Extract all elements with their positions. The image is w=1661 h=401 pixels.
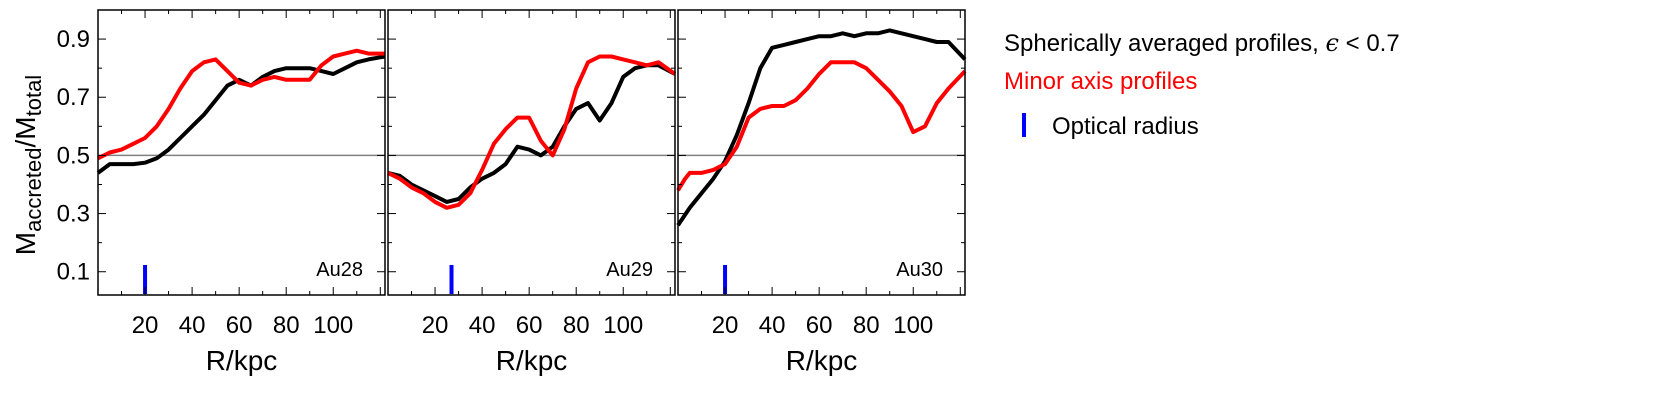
ticks-layer	[388, 10, 675, 295]
plot-frame-au28	[97, 9, 386, 296]
y-label-sub-total: total	[21, 75, 46, 117]
x-tick-label-60: 60	[806, 312, 833, 339]
x-tick-label-100: 100	[313, 312, 353, 339]
x-axis-label-au28: R/kpc	[206, 345, 278, 376]
x-tick-label-100: 100	[893, 312, 933, 339]
x-tick-label-40: 40	[759, 312, 786, 339]
y-tick-label-0.5: 0.5	[57, 142, 90, 169]
spherical-profile-line-au29	[387, 63, 676, 204]
minor-axis-profile-line-au29	[387, 54, 677, 210]
panel-au30: Au30 20 40 60 80 100 R/kpc	[676, 9, 967, 376]
x-tick-label-80: 80	[563, 312, 590, 339]
x-tick-label-20: 20	[712, 312, 739, 339]
x-tick-label-40: 40	[469, 312, 496, 339]
spherical-profile-line-au28	[96, 54, 386, 175]
x-tick-label-60: 60	[516, 312, 543, 339]
x-axis-label-au30: R/kpc	[786, 345, 858, 376]
panel-au29: Au29 20 40 60 80 100 R/kpc	[387, 9, 677, 376]
y-label-separator: /M	[10, 116, 41, 147]
y-tick-label-0.7: 0.7	[57, 84, 90, 111]
y-axis-label: Maccreted/Mtotal	[10, 75, 46, 255]
legend-spherical-prefix: Spherically averaged profiles,	[1004, 30, 1326, 57]
y-label-main: M	[10, 232, 41, 255]
x-tick-label-60: 60	[226, 312, 253, 339]
y-tick-label-0.1: 0.1	[57, 259, 90, 286]
series-layer	[96, 48, 386, 175]
x-tick-label-100: 100	[603, 312, 643, 339]
plot-frame-au30	[677, 9, 966, 296]
legend-entry-minor-axis: Minor axis profiles	[1004, 68, 1197, 95]
y-tick-labels: 0.1 0.3 0.5 0.7 0.9	[57, 26, 90, 286]
x-tick-label-20: 20	[132, 312, 159, 339]
legend-entry-optical-radius: Optical radius	[1052, 113, 1199, 140]
legend-spherical-suffix: < 0.7	[1339, 30, 1400, 57]
minor-axis-profile-line-au28	[97, 48, 385, 161]
panel-label-au30: Au30	[896, 259, 943, 281]
series-layer	[676, 28, 967, 227]
panel-au28: Au28 20 40 60 80 100 R/kpc	[96, 9, 386, 376]
x-tick-label-40: 40	[179, 312, 206, 339]
x-axis-label-au29: R/kpc	[496, 345, 568, 376]
x-tick-label-20: 20	[422, 312, 449, 339]
legend-entry-spherical: Spherically averaged profiles, ϵ < 0.7	[1004, 29, 1400, 57]
minor-axis-profile-line-au30	[676, 60, 967, 192]
ticks-layer	[678, 10, 965, 295]
legend-epsilon-symbol: ϵ	[1326, 29, 1339, 57]
y-tick-label-0.9: 0.9	[57, 26, 90, 53]
x-tick-label-80: 80	[273, 312, 300, 339]
legend: Spherically averaged profiles, ϵ < 0.7 M…	[1004, 29, 1400, 140]
ticks-layer	[98, 10, 385, 295]
panel-label-au29: Au29	[606, 259, 653, 281]
y-tick-label-0.3: 0.3	[57, 201, 90, 228]
plot-frame-au29	[387, 9, 676, 296]
panel-label-au28: Au28	[316, 259, 363, 281]
x-tick-label-80: 80	[853, 312, 880, 339]
series-layer	[387, 54, 677, 210]
y-label-sub-accreted: accreted	[21, 147, 46, 231]
